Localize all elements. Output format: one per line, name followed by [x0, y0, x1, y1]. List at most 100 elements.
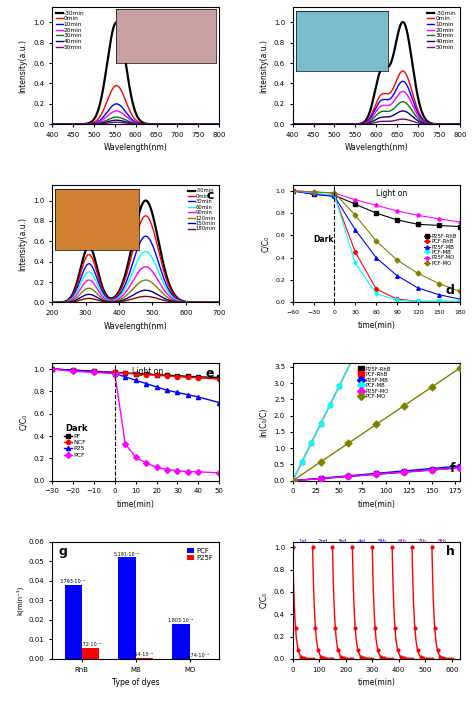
- Bar: [173, 624, 190, 659]
- 30min: [49, 299, 55, 307]
- 10min: [290, 120, 296, 128]
- Text: Dark: Dark: [65, 425, 88, 433]
- 30min: [156, 120, 162, 128]
- 0min: [200, 299, 206, 307]
- Line: 40min: 40min: [293, 111, 460, 124]
- Text: b: b: [306, 11, 315, 24]
- PF: [133, 369, 138, 378]
- 10min: [146, 120, 152, 128]
- 90min: [49, 299, 55, 307]
- 30min: [300, 120, 306, 128]
- PF: [195, 373, 201, 381]
- 20min: [300, 120, 306, 128]
- P25F-MB: [353, 226, 358, 234]
- Point: [317, 473, 324, 484]
- 90min: [90, 278, 96, 287]
- 10min: [300, 120, 306, 128]
- 30min: [96, 280, 102, 289]
- Line: PCF: PCF: [50, 367, 221, 475]
- Line: P25: P25: [50, 367, 221, 404]
- PF: [70, 366, 76, 374]
- X-axis label: time(min): time(min): [357, 678, 395, 687]
- Text: g: g: [59, 545, 68, 558]
- PCF: [185, 468, 191, 476]
- -30min: [114, 18, 119, 27]
- 0min: [391, 82, 397, 90]
- 20min: [176, 120, 182, 128]
- PCF-MB: [374, 290, 379, 298]
- Legend: -30min, 0min, 30min, 60min, 90min, 120min, 150min, 180min: -30min, 0min, 30min, 60min, 90min, 120mi…: [188, 188, 217, 232]
- 180min: [143, 292, 148, 301]
- 50min: [114, 118, 119, 126]
- 20min: [290, 120, 296, 128]
- 180min: [96, 297, 102, 305]
- Point: [345, 437, 352, 449]
- PCF: [112, 369, 118, 378]
- Line: 20min: 20min: [293, 92, 460, 124]
- P25F-MO: [457, 218, 463, 226]
- Point: [401, 466, 408, 477]
- Line: -30min: -30min: [293, 22, 460, 124]
- PF: [185, 372, 191, 381]
- Legend: PCF, P25F: PCF, P25F: [184, 545, 216, 564]
- PF: [112, 368, 118, 376]
- 30min: [396, 99, 402, 107]
- Point: [373, 418, 380, 430]
- Text: Light on: Light on: [132, 367, 164, 376]
- 120min: [96, 292, 102, 300]
- P25F-MB: [332, 192, 337, 200]
- PCF-RhB: [311, 190, 317, 198]
- PCF-RhB: [374, 285, 379, 293]
- 50min: [156, 120, 162, 128]
- 20min: [49, 120, 55, 128]
- Line: PCF-MO: PCF-MO: [291, 189, 462, 293]
- 150min: [90, 291, 96, 299]
- 0min: [216, 120, 222, 128]
- -30min: [49, 299, 55, 307]
- P25F-MB: [311, 190, 317, 198]
- Y-axis label: C/C₀: C/C₀: [18, 414, 27, 430]
- P25F-MO: [290, 186, 296, 195]
- Legend: PF, NCF, P25, PCF: PF, NCF, P25, PCF: [64, 433, 86, 458]
- P25: [164, 386, 170, 395]
- Bar: [64, 585, 82, 659]
- Line: 150min: 150min: [52, 290, 219, 303]
- Line: 10min: 10min: [52, 104, 219, 124]
- Line: PCF-MB: PCF-MB: [291, 189, 462, 303]
- 0min: [159, 261, 165, 269]
- P25: [49, 365, 55, 373]
- PCF-MO: [436, 279, 442, 287]
- 40min: [176, 120, 182, 128]
- Line: 120min: 120min: [52, 280, 219, 303]
- Point: [456, 462, 464, 473]
- NCF: [112, 368, 118, 376]
- Text: 8th: 8th: [438, 539, 447, 544]
- 150min: [216, 299, 222, 307]
- P25: [70, 366, 76, 374]
- Line: 50min: 50min: [52, 122, 219, 124]
- Line: 0min: 0min: [293, 71, 460, 124]
- PCF-MB: [353, 259, 358, 268]
- 10min: [176, 120, 182, 128]
- 10min: [391, 90, 397, 98]
- 40min: [391, 111, 397, 119]
- Line: 20min: 20min: [52, 111, 219, 124]
- Legend: P25F-RhB, PCF-RhB, P25F-MB, PCF-MB, P25F-MO, PCF-MO: P25F-RhB, PCF-RhB, P25F-MB, PCF-MB, P25F…: [423, 233, 457, 266]
- Point: [326, 400, 334, 411]
- Legend: -30min, 0min, 10min, 20min, 30min, 40min, 50min: -30min, 0min, 10min, 20min, 30min, 40min…: [55, 10, 85, 50]
- PCF: [174, 466, 180, 475]
- PCF: [49, 365, 55, 373]
- 0min: [417, 110, 422, 118]
- 90min: [216, 299, 222, 307]
- P25: [112, 369, 118, 378]
- 0min: [60, 120, 65, 128]
- -30min: [387, 61, 392, 69]
- Line: 30min: 30min: [52, 236, 219, 303]
- 40min: [114, 116, 119, 124]
- P25F-RhB: [436, 222, 442, 230]
- 40min: [396, 108, 402, 116]
- 50min: [391, 116, 397, 125]
- 180min: [200, 299, 206, 307]
- 10min: [400, 77, 406, 86]
- Point: [317, 472, 324, 484]
